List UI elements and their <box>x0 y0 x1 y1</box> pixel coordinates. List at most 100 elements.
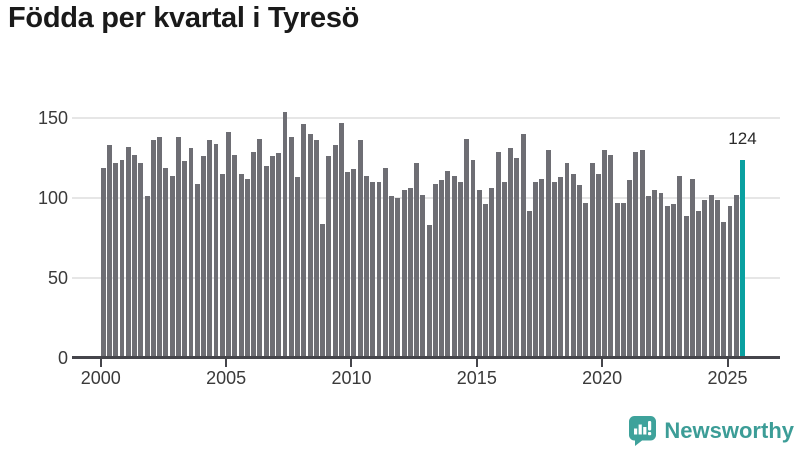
bar <box>238 174 244 358</box>
bar <box>351 169 357 358</box>
bar <box>113 162 119 358</box>
x-axis-tick-2000 <box>99 359 102 367</box>
bar <box>332 145 338 358</box>
bar <box>320 223 326 358</box>
bar <box>295 177 300 358</box>
bar <box>219 174 225 358</box>
x-axis-tick-2005 <box>225 359 228 367</box>
bar <box>157 137 163 358</box>
newsworthy-logo-icon <box>629 416 657 446</box>
x-axis-label: 2005 <box>206 368 247 388</box>
bar <box>608 154 614 358</box>
bar <box>138 162 144 358</box>
bar <box>708 194 714 358</box>
bar <box>420 194 426 358</box>
newsworthy-brand-link[interactable]: Newsworthy <box>628 415 794 446</box>
bar <box>345 172 351 358</box>
bar <box>508 148 514 358</box>
bar <box>439 180 445 358</box>
bar <box>144 196 150 358</box>
bar <box>395 198 401 358</box>
bar <box>370 182 376 358</box>
bar <box>251 151 257 358</box>
bar <box>276 153 282 358</box>
bar <box>451 175 457 358</box>
x-axis-tick-2020 <box>601 359 604 367</box>
bar <box>602 150 608 358</box>
bar <box>489 188 495 358</box>
bar <box>727 206 733 358</box>
bar <box>589 162 595 358</box>
bar <box>652 190 658 358</box>
bar <box>501 182 507 358</box>
bar <box>132 154 138 358</box>
bar <box>733 194 739 358</box>
bar <box>357 140 363 358</box>
bar <box>614 202 620 358</box>
bar <box>620 202 626 358</box>
bar <box>476 190 482 358</box>
bar <box>646 196 651 358</box>
x-axis-label: 2020 <box>582 368 623 388</box>
bar <box>633 151 639 358</box>
x-axis-tick-2025 <box>726 359 729 367</box>
bar <box>257 138 263 358</box>
bar <box>169 175 175 358</box>
bar <box>282 111 288 358</box>
bar <box>119 159 125 358</box>
bar <box>558 177 564 358</box>
bar <box>432 183 438 358</box>
bar <box>683 215 689 358</box>
x-axis-label: 2010 <box>331 368 372 388</box>
bar <box>595 174 601 358</box>
bar <box>570 174 576 358</box>
bar <box>696 210 702 358</box>
bar <box>407 188 413 358</box>
bar <box>677 175 683 358</box>
bar <box>288 137 294 358</box>
x-axis-tick-2010 <box>350 359 353 367</box>
bar <box>125 146 131 358</box>
bar <box>639 150 645 358</box>
bar <box>577 185 582 358</box>
x-axis-label: 2000 <box>80 368 121 388</box>
bar <box>520 134 526 358</box>
bar <box>552 182 557 358</box>
bar <box>100 167 106 358</box>
gridline-50 <box>72 277 780 279</box>
bar <box>107 145 112 358</box>
bar <box>426 225 432 358</box>
bar <box>213 143 219 358</box>
bar <box>376 182 382 358</box>
bar <box>194 183 200 358</box>
bar <box>445 170 451 358</box>
y-axis-label: 0 <box>57 348 68 368</box>
x-axis-label: 2025 <box>707 368 748 388</box>
bar <box>150 140 156 358</box>
bar <box>263 166 269 358</box>
bar <box>414 162 420 358</box>
bar <box>401 190 407 358</box>
y-axis-label: 150 <box>37 108 68 128</box>
y-axis-label: 100 <box>37 188 68 208</box>
bar <box>664 206 670 358</box>
y-axis-label: 50 <box>47 268 68 288</box>
bar <box>326 156 332 358</box>
bar <box>182 161 188 358</box>
bar <box>364 175 369 358</box>
bar <box>658 193 664 358</box>
bar <box>226 132 232 358</box>
bar <box>514 158 520 358</box>
bar <box>207 140 213 358</box>
bar <box>539 178 545 358</box>
bar-highlighted <box>740 159 745 358</box>
bar <box>627 180 633 358</box>
bar <box>382 167 388 358</box>
bar <box>301 124 307 358</box>
bar <box>483 204 488 358</box>
bar <box>545 150 551 358</box>
bar <box>313 140 319 358</box>
x-axis-line <box>72 356 780 359</box>
gridline-100 <box>72 197 780 199</box>
